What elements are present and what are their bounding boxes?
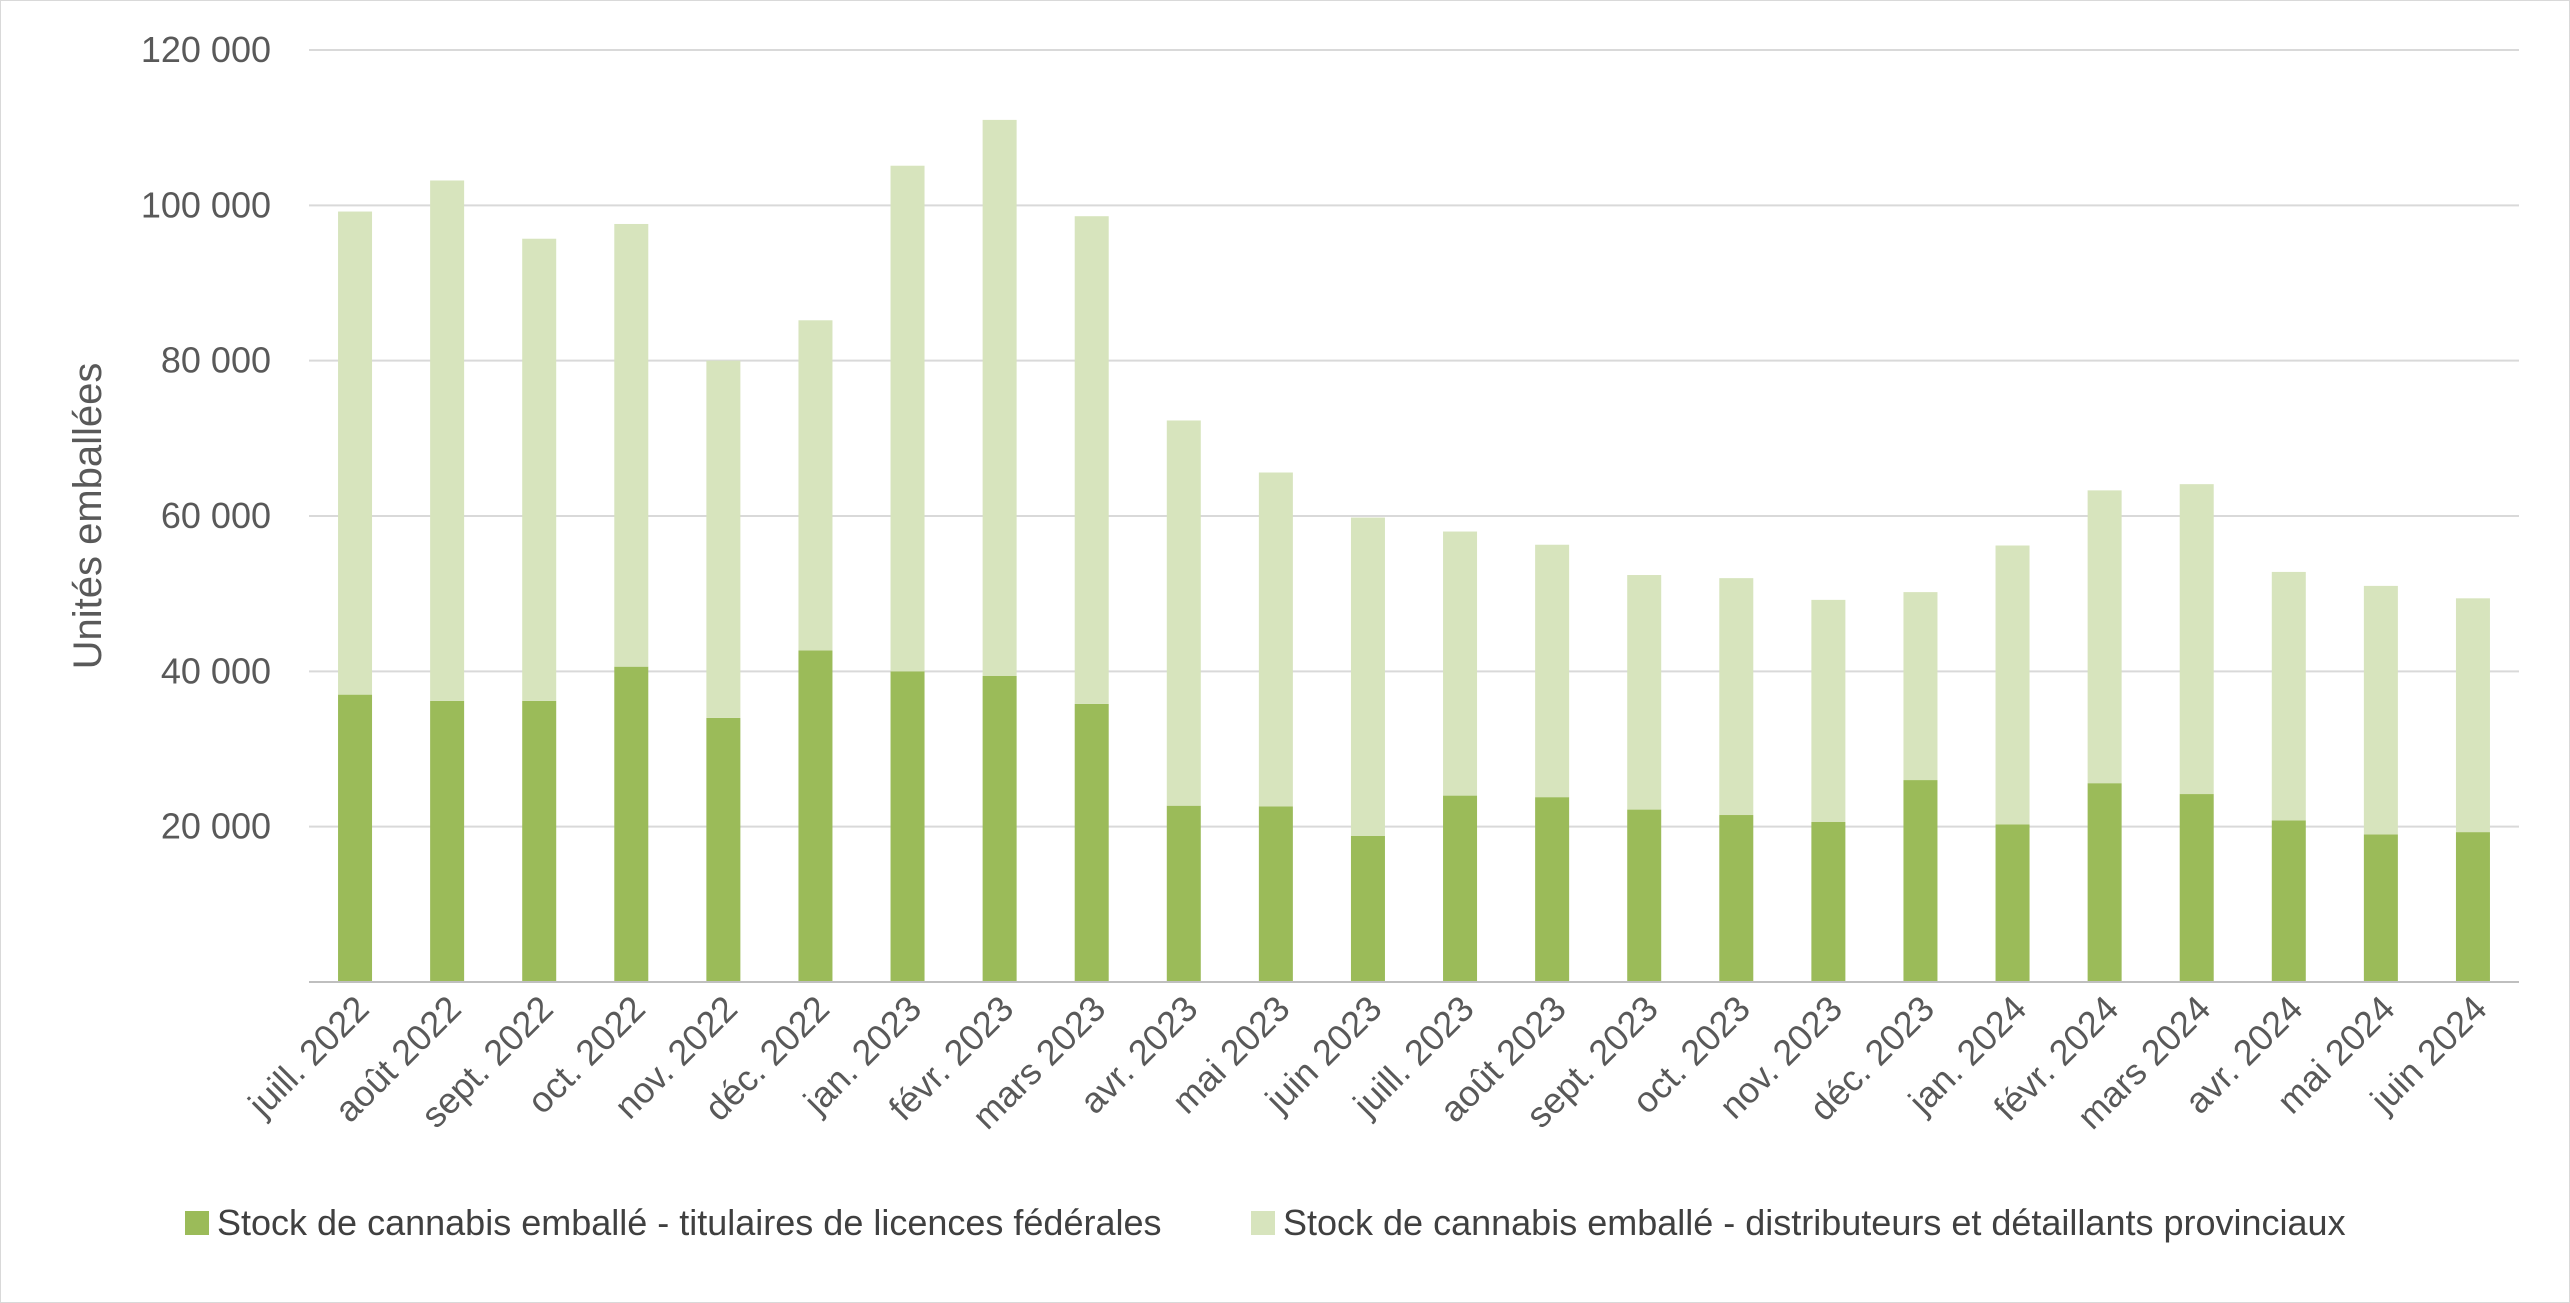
- bar-provincial-distributors-retailers: [430, 180, 465, 701]
- bars: [338, 119, 2490, 982]
- bar-federal-licence-holders: [1166, 805, 1201, 982]
- y-tick-label: 60 000: [161, 495, 271, 536]
- bar-provincial-distributors-retailers: [522, 238, 557, 701]
- bar-federal-licence-holders: [706, 717, 741, 982]
- bar-federal-licence-holders: [1903, 780, 1938, 982]
- y-tick-label: 100 000: [141, 184, 271, 225]
- bar-federal-licence-holders: [522, 700, 557, 982]
- bar-federal-licence-holders: [2179, 794, 2214, 982]
- bar-provincial-distributors-retailers: [2271, 571, 2306, 821]
- y-tick-label: 40 000: [161, 650, 271, 691]
- bar-federal-licence-holders: [614, 666, 649, 982]
- bar-federal-licence-holders: [2271, 820, 2306, 982]
- bar-provincial-distributors-retailers: [1166, 420, 1201, 806]
- bar-provincial-distributors-retailers: [338, 211, 373, 695]
- legend-swatch: [185, 1211, 209, 1235]
- bar-federal-licence-holders: [1258, 806, 1293, 982]
- bar-provincial-distributors-retailers: [2179, 484, 2214, 795]
- bar-provincial-distributors-retailers: [1074, 216, 1109, 704]
- bar-provincial-distributors-retailers: [1443, 531, 1478, 796]
- bar-federal-licence-holders: [890, 671, 925, 982]
- legend-swatch: [1251, 1211, 1275, 1235]
- bar-federal-licence-holders: [1995, 824, 2030, 982]
- bar-provincial-distributors-retailers: [1995, 545, 2030, 825]
- bar-federal-licence-holders: [338, 694, 373, 982]
- y-tick-label: 120 000: [141, 29, 271, 70]
- bar-federal-licence-holders: [1627, 809, 1662, 982]
- bar-provincial-distributors-retailers: [1903, 592, 1938, 781]
- bar-federal-licence-holders: [798, 650, 833, 982]
- legend: Stock de cannabis emballé - titulaires d…: [185, 1202, 2346, 1243]
- bar-provincial-distributors-retailers: [2455, 598, 2490, 833]
- bar-federal-licence-holders: [430, 700, 465, 982]
- bar-provincial-distributors-retailers: [706, 360, 741, 718]
- bar-provincial-distributors-retailers: [1350, 517, 1385, 836]
- y-tick-label: 80 000: [161, 340, 271, 381]
- legend-label: Stock de cannabis emballé - distributeur…: [1283, 1202, 2346, 1243]
- bar-federal-licence-holders: [1350, 835, 1385, 982]
- bar-provincial-distributors-retailers: [1719, 578, 1754, 816]
- y-axis-title: Unités emballées: [66, 363, 110, 670]
- bar-federal-licence-holders: [1535, 797, 1570, 982]
- gridlines: [309, 49, 2519, 828]
- bar-federal-licence-holders: [1719, 815, 1754, 982]
- bar-federal-licence-holders: [1074, 703, 1109, 982]
- bar-federal-licence-holders: [2087, 783, 2122, 982]
- bar-provincial-distributors-retailers: [798, 320, 833, 651]
- bar-provincial-distributors-retailers: [890, 165, 925, 672]
- bar-provincial-distributors-retailers: [1627, 575, 1662, 810]
- bar-federal-licence-holders: [1443, 795, 1478, 982]
- bar-provincial-distributors-retailers: [2363, 585, 2398, 835]
- bar-federal-licence-holders: [982, 675, 1017, 982]
- bar-provincial-distributors-retailers: [1811, 599, 1846, 823]
- bar-federal-licence-holders: [1811, 822, 1846, 982]
- y-axis: 20 000 40 000 60 000 80 000 100 000 120 000: [141, 29, 271, 847]
- bar-provincial-distributors-retailers: [614, 223, 649, 667]
- bar-provincial-distributors-retailers: [1258, 472, 1293, 807]
- bar-provincial-distributors-retailers: [2087, 490, 2122, 784]
- bar-provincial-distributors-retailers: [982, 119, 1017, 676]
- y-tick-label: 20 000: [161, 806, 271, 847]
- bar-provincial-distributors-retailers: [1535, 544, 1570, 798]
- legend-label: Stock de cannabis emballé - titulaires d…: [217, 1202, 1162, 1243]
- bar-federal-licence-holders: [2455, 832, 2490, 982]
- bar-federal-licence-holders: [2363, 834, 2398, 982]
